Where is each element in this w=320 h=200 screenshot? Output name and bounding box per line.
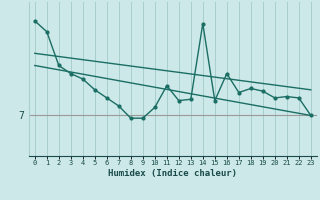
X-axis label: Humidex (Indice chaleur): Humidex (Indice chaleur) [108,169,237,178]
